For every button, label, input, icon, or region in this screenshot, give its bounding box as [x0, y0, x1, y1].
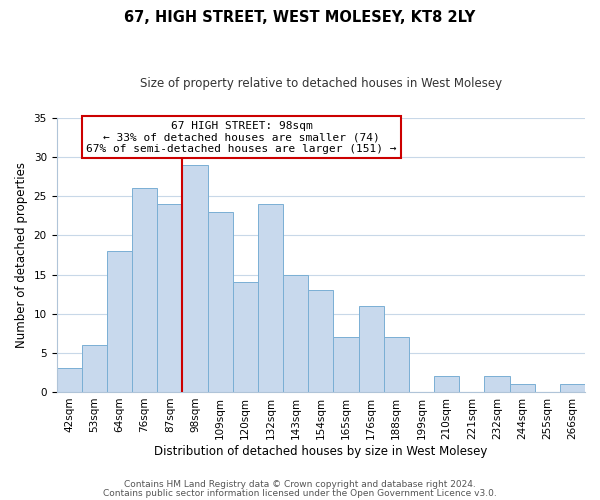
Bar	[258, 204, 283, 392]
Bar	[233, 282, 258, 392]
Bar	[509, 384, 535, 392]
Y-axis label: Number of detached properties: Number of detached properties	[15, 162, 28, 348]
Text: Contains public sector information licensed under the Open Government Licence v3: Contains public sector information licen…	[103, 489, 497, 498]
Bar	[484, 376, 509, 392]
Bar	[208, 212, 233, 392]
Bar	[283, 274, 308, 392]
Bar	[434, 376, 459, 392]
X-axis label: Distribution of detached houses by size in West Molesey: Distribution of detached houses by size …	[154, 444, 487, 458]
Title: Size of property relative to detached houses in West Molesey: Size of property relative to detached ho…	[140, 78, 502, 90]
Bar	[82, 345, 107, 392]
Bar	[560, 384, 585, 392]
Bar	[56, 368, 82, 392]
Bar	[308, 290, 334, 392]
Bar	[182, 165, 208, 392]
Text: 67 HIGH STREET: 98sqm
← 33% of detached houses are smaller (74)
67% of semi-deta: 67 HIGH STREET: 98sqm ← 33% of detached …	[86, 121, 397, 154]
Bar	[359, 306, 383, 392]
Bar	[383, 337, 409, 392]
Text: 67, HIGH STREET, WEST MOLESEY, KT8 2LY: 67, HIGH STREET, WEST MOLESEY, KT8 2LY	[124, 10, 476, 25]
Bar	[334, 337, 359, 392]
Bar	[107, 251, 132, 392]
Text: Contains HM Land Registry data © Crown copyright and database right 2024.: Contains HM Land Registry data © Crown c…	[124, 480, 476, 489]
Bar	[157, 204, 182, 392]
Bar	[132, 188, 157, 392]
